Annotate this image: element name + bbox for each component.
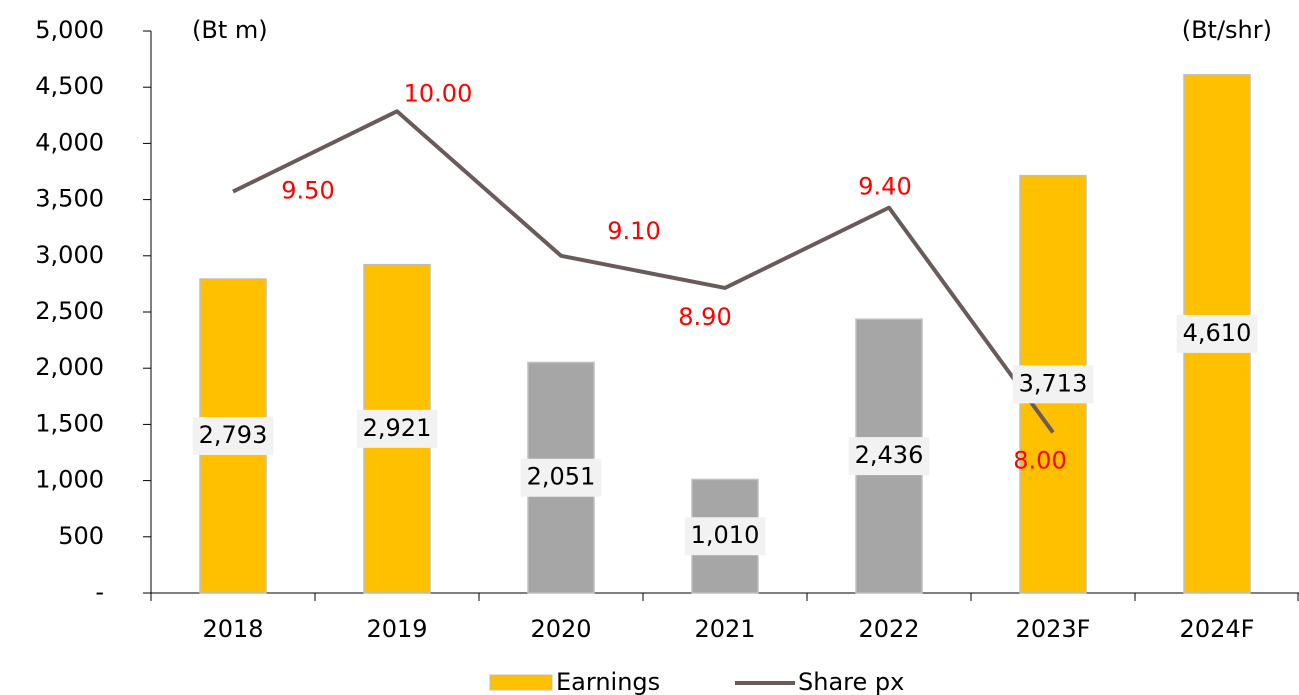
y-tick-label: 500 (58, 522, 104, 550)
bar-value-label-group: 2,051 (520, 458, 602, 497)
bar-value-label: 2,436 (855, 441, 924, 469)
y-tick-label: 1,500 (35, 409, 104, 437)
y-tick-label: - (95, 578, 104, 606)
y-tick-label: 5,000 (35, 16, 104, 44)
bar-value-label-background (684, 517, 766, 556)
bar-value-label-group: 3,713 (1012, 365, 1094, 404)
y-tick-label: 4,000 (35, 128, 104, 156)
bar-value-label-background (1176, 314, 1258, 353)
y-tick-label: 3,000 (35, 241, 104, 269)
x-tick-label: 2023F (1016, 615, 1091, 643)
line-value-label: 8.90 (678, 303, 731, 331)
x-tick-label: 2022 (858, 615, 919, 643)
bar-value-label-group: 2,436 (848, 437, 930, 476)
y-tick-label: 4,500 (35, 72, 104, 100)
bar-value-label: 2,921 (363, 414, 432, 442)
bar-value-label-background (356, 409, 438, 448)
bar-value-label-background (848, 437, 930, 476)
bar-value-label-background (520, 458, 602, 497)
bar-value-label-group: 2,921 (356, 409, 438, 448)
bar-value-label: 1,010 (691, 521, 760, 549)
x-tick-label: 2018 (202, 615, 263, 643)
line-value-label: 9.40 (858, 173, 911, 201)
bar-value-label-background (192, 417, 274, 456)
bar-value-label-group: 4,610 (1176, 314, 1258, 353)
bar-value-label: 2,793 (199, 421, 268, 449)
legend-swatch (489, 674, 553, 691)
bar-value-label-group: 2,793 (192, 417, 274, 456)
line (232, 109, 1055, 434)
legend-label: Share px (798, 668, 904, 695)
bar-value-label-background (1012, 365, 1094, 404)
bar-value-label-group: 1,010 (684, 517, 766, 556)
line-value-label: 9.50 (281, 177, 334, 205)
bar-value-label: 3,713 (1019, 369, 1088, 397)
line-value-label: 9.10 (607, 217, 660, 245)
y-axis-label: (Bt m) (192, 16, 268, 44)
x-tick-label: 2024F (1180, 615, 1255, 643)
line-value-label: 10.00 (404, 79, 473, 107)
x-tick-label: 2019 (366, 615, 427, 643)
y2-axis-label: (Bt/shr) (1182, 16, 1272, 44)
bar-value-label: 4,610 (1183, 319, 1252, 347)
y-tick-label: 3,500 (35, 185, 104, 213)
x-tick-label: 2021 (694, 615, 755, 643)
y-tick-label: 2,500 (35, 297, 104, 325)
bar-value-label: 2,051 (527, 463, 596, 491)
y-tick-label: 2,000 (35, 353, 104, 381)
line-value-label: 8.00 (1013, 446, 1066, 474)
legend-label: Earnings (556, 668, 660, 695)
y-tick-label: 1,000 (35, 466, 104, 494)
x-tick-label: 2020 (530, 615, 591, 643)
